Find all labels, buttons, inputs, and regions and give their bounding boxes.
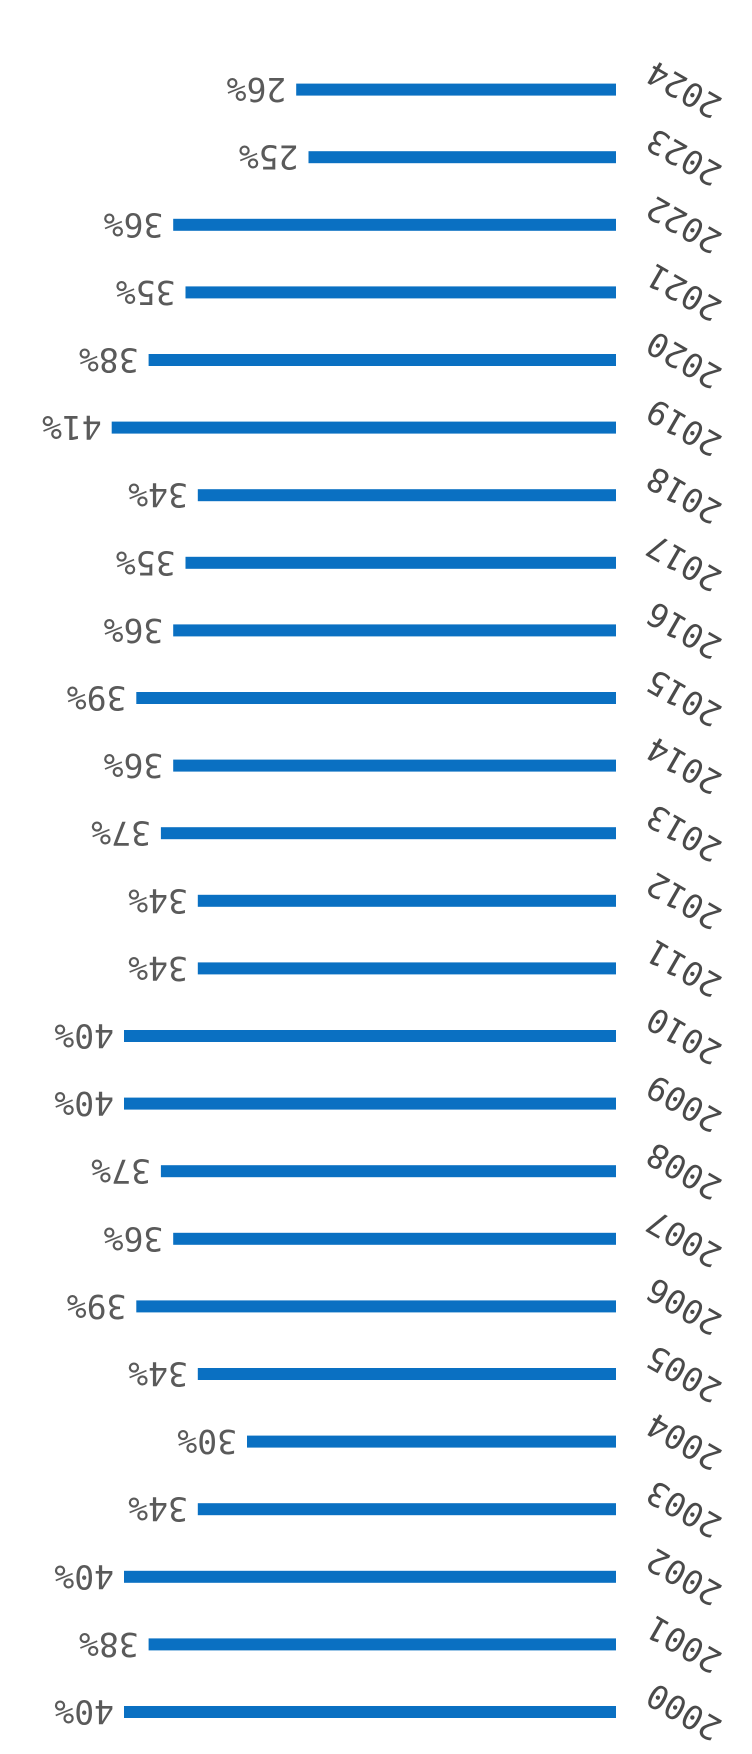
value-label-2019: 41% [42, 408, 102, 447]
value-label-2009: 40% [54, 1084, 114, 1123]
category-label-2005: 2005 [640, 1337, 728, 1411]
value-label-2016: 36% [103, 611, 163, 650]
bar-2012 [197, 894, 616, 907]
value-label-2015: 39% [67, 679, 127, 718]
value-label-2006: 39% [67, 1287, 127, 1326]
value-label-2000: 40% [54, 1693, 114, 1732]
bar-2007 [173, 1232, 616, 1245]
bar-2004 [247, 1435, 616, 1448]
value-label-2023: 25% [239, 138, 299, 177]
category-label-2013: 2013 [640, 796, 728, 870]
value-label-2020: 38% [79, 341, 139, 380]
category-label-2014: 2014 [640, 729, 728, 803]
value-label-2017: 35% [116, 543, 176, 582]
value-label-2022: 36% [103, 205, 163, 244]
category-label-2023: 2023 [640, 120, 728, 194]
value-label-2013: 37% [91, 814, 151, 853]
bar-2020 [148, 354, 616, 366]
bar-2008 [160, 1165, 616, 1178]
bar-2017 [185, 556, 616, 569]
category-label-2011: 2011 [640, 932, 728, 1006]
bar-2018 [197, 489, 616, 502]
bar-2005 [197, 1368, 616, 1380]
bar-2000 [124, 1706, 616, 1718]
category-label-2019: 2019 [640, 391, 728, 465]
bar-2002 [124, 1570, 616, 1583]
bar-2021 [185, 286, 616, 299]
category-label-2015: 2015 [640, 661, 728, 735]
value-label-2012: 34% [128, 881, 188, 920]
value-label-2010: 40% [54, 1017, 114, 1056]
category-label-2018: 2018 [640, 458, 728, 532]
category-label-2010: 2010 [640, 999, 728, 1073]
category-label-2020: 2020 [640, 323, 728, 397]
value-label-2002: 40% [54, 1557, 114, 1596]
bar-2009 [124, 1097, 616, 1110]
bar-2013 [160, 827, 616, 840]
bar-2016 [173, 624, 616, 637]
bar-2019 [111, 421, 616, 434]
category-label-2016: 2016 [640, 594, 728, 668]
bar-2015 [136, 692, 616, 704]
category-label-2001: 2001 [640, 1608, 728, 1682]
category-label-2006: 2006 [640, 1270, 728, 1344]
category-label-2021: 2021 [640, 256, 728, 330]
category-label-2007: 2007 [640, 1202, 728, 1276]
value-label-2018: 34% [128, 476, 188, 515]
bar-2001 [148, 1638, 616, 1651]
category-label-2022: 2022 [640, 188, 728, 262]
category-label-2000: 2000 [640, 1675, 728, 1749]
value-label-2001: 38% [79, 1625, 139, 1664]
category-label-2004: 2004 [640, 1405, 728, 1479]
bar-2010 [124, 1030, 616, 1042]
bar-2024 [296, 83, 616, 96]
value-label-2003: 34% [128, 1490, 188, 1529]
bar-2014 [173, 759, 616, 772]
category-label-2012: 2012 [640, 864, 728, 938]
value-label-2014: 36% [103, 746, 163, 785]
category-label-2024: 2024 [640, 53, 728, 127]
bar-2011 [197, 962, 616, 975]
value-label-2024: 26% [226, 70, 286, 109]
bar-2003 [197, 1503, 616, 1516]
value-label-2005: 34% [128, 1355, 188, 1394]
bar-2022 [173, 218, 616, 231]
value-label-2004: 30% [177, 1422, 237, 1461]
value-label-2008: 37% [91, 1152, 151, 1191]
value-label-2007: 36% [103, 1219, 163, 1258]
category-label-2008: 2008 [640, 1134, 728, 1208]
bar-2006 [136, 1300, 616, 1313]
category-label-2003: 2003 [640, 1472, 728, 1546]
category-label-2009: 2009 [640, 1067, 728, 1141]
category-label-2017: 2017 [640, 526, 728, 600]
value-label-2011: 34% [128, 949, 188, 988]
bar-2023 [308, 151, 616, 164]
category-label-2002: 2002 [640, 1540, 728, 1614]
value-label-2021: 35% [116, 273, 176, 312]
